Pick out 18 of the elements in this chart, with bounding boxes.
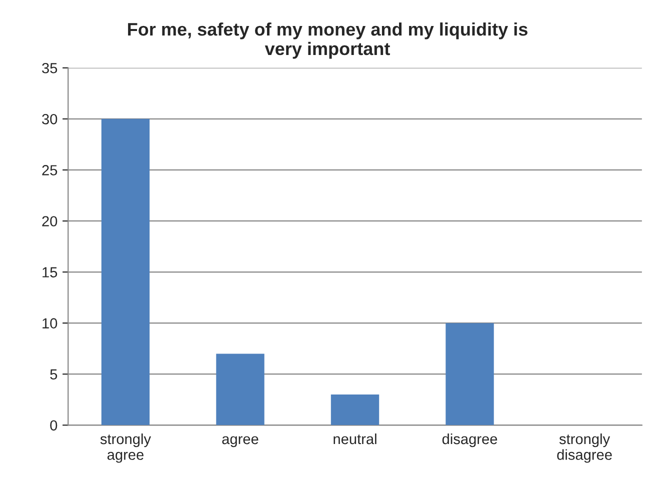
y-tick-label: 25: [42, 165, 58, 176]
bar: [446, 323, 494, 426]
bar: [216, 354, 264, 426]
x-tick-label: agree: [222, 436, 258, 448]
y-tick-label: 10: [42, 318, 58, 328]
y-tick-label: 30: [42, 114, 58, 124]
y-tick-label: 20: [42, 216, 58, 226]
chart-title: For me, safety of my money and my liquidity is very important: [128, 22, 528, 59]
x-tick-label: disagree: [442, 433, 498, 448]
bar: [101, 118, 150, 426]
x-tick-label: strongly disagree: [557, 433, 612, 463]
y-tick-label: 35: [42, 62, 58, 74]
y-tick-label: 5: [50, 369, 58, 380]
x-tick-label: strongly agree: [100, 433, 152, 463]
y-tick-label: 15: [42, 267, 58, 278]
y-tick-label: 0: [50, 420, 58, 431]
x-tick-label: neutral: [334, 433, 376, 444]
bar: [330, 394, 380, 426]
